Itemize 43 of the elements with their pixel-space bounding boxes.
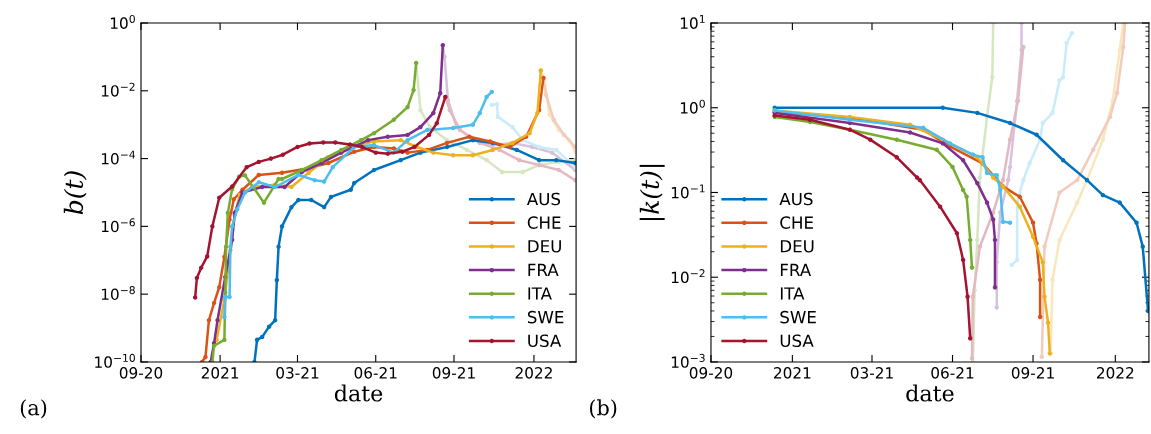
x-tick-label: 03-21 <box>276 367 319 379</box>
x-tick-label: 09-20 <box>119 367 163 379</box>
legend-label: DEU <box>780 240 814 253</box>
legend-label: AUS <box>779 192 813 206</box>
legend-label: AUS <box>526 192 561 206</box>
y-tick-label: 10$^{−3}$ <box>671 353 705 368</box>
legend-label: ITA <box>780 287 805 300</box>
text: (b) <box>589 399 617 419</box>
x-tick-label: 03-21 <box>850 367 893 379</box>
x-axis-title: date <box>906 384 954 402</box>
x-tick-label: 2021 <box>201 367 239 379</box>
legend-label: CHE <box>527 216 561 229</box>
x-tick-label: 2021 <box>774 367 811 379</box>
legend-label: USA <box>780 334 814 348</box>
y-tick-label: 10$^{−2}$ <box>671 269 705 284</box>
legend-label: ITA <box>528 287 552 300</box>
y-tick-label: 10$^{−10}$ <box>95 353 135 368</box>
legend-label: USA <box>528 334 562 348</box>
y-tick-label: 10$^{0}$ <box>110 14 135 29</box>
x-axis-title: date <box>334 384 383 402</box>
legend-label: SWE <box>527 310 564 324</box>
y-tick-label: 10$^{−2}$ <box>101 82 135 97</box>
y-tick-label: 10$^{1}$ <box>680 15 705 29</box>
legend-label: DEU <box>528 240 561 253</box>
y-tick-label: 10$^{0}$ <box>680 99 705 114</box>
y-axis-title: |k(t)| <box>639 164 665 221</box>
y-tick-label: 10$^{−8}$ <box>101 286 135 301</box>
x-tick-label: 09-20 <box>689 367 733 379</box>
x-tick-label: 2022 <box>515 367 552 379</box>
text: (a) <box>20 399 47 419</box>
y-tick-label: 10$^{−4}$ <box>101 150 135 165</box>
y-axis-title: b(t) <box>63 171 87 215</box>
x-tick-label: 2022 <box>1096 367 1134 379</box>
x-tick-label: 09-21 <box>1011 367 1054 379</box>
legend-label: SWE <box>780 310 816 324</box>
legend-label: FRA <box>780 263 812 276</box>
y-tick-label: 10$^{−1}$ <box>671 184 705 199</box>
x-tick-label: 06-21 <box>931 367 974 379</box>
legend-label: CHE <box>780 216 813 229</box>
y-tick-label: 10$^{−6}$ <box>101 218 135 233</box>
legend-label: FRA <box>528 263 559 276</box>
x-tick-label: 06-21 <box>354 367 397 379</box>
x-tick-label: 09-21 <box>432 367 475 379</box>
